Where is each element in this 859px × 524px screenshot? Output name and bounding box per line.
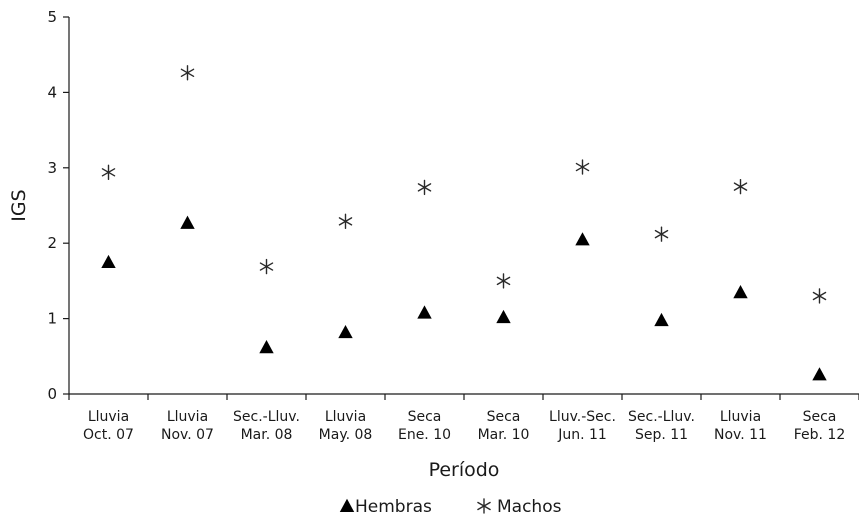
y-tick-label: 0 bbox=[47, 385, 57, 403]
data-points bbox=[101, 65, 827, 381]
x-axis-ticks: Lluvia Oct. 07 Lluvia Nov. 07 Sec.-Lluv. Mar.… bbox=[68, 394, 859, 443]
legend-triangle-icon bbox=[339, 498, 355, 512]
y-tick-label: 5 bbox=[47, 8, 57, 26]
legend: Hembras Machos bbox=[339, 497, 562, 517]
machos-point bbox=[180, 65, 195, 81]
machos-point bbox=[733, 178, 748, 195]
x-tick-label: Sec.-Lluv. Mar. 08 bbox=[233, 409, 300, 443]
machos-point bbox=[101, 164, 116, 181]
legend-label-machos: Machos bbox=[497, 497, 562, 517]
hembras-point bbox=[338, 324, 353, 339]
y-tick-label: 3 bbox=[47, 159, 57, 177]
x-tick-label: Seca Mar. 10 bbox=[478, 409, 530, 443]
x-tick-label: Lluvia Nov. 07 bbox=[161, 409, 214, 443]
hembras-point bbox=[101, 254, 116, 269]
machos-point bbox=[417, 179, 432, 196]
x-axis-title: Período bbox=[429, 459, 500, 481]
hembras-point bbox=[259, 340, 274, 354]
legend-label-hembras: Hembras bbox=[355, 497, 432, 517]
y-axis-title: IGS bbox=[8, 189, 30, 221]
x-tick-label: Lluv.-Sec. Jun. 11 bbox=[549, 409, 616, 443]
y-tick-label: 2 bbox=[47, 234, 57, 252]
x-tick-label: Lluvia Oct. 07 bbox=[83, 409, 134, 443]
x-tick-label: Seca Feb. 12 bbox=[794, 409, 846, 443]
legend-asterisk-icon bbox=[477, 498, 491, 514]
y-axis-ticks: 0 1 2 3 4 5 bbox=[47, 8, 69, 403]
machos-point bbox=[812, 288, 827, 304]
hembras-point bbox=[496, 309, 511, 324]
hembras-point bbox=[575, 232, 590, 246]
hembras-point bbox=[812, 367, 827, 381]
x-tick-label: Seca Ene. 10 bbox=[398, 409, 451, 443]
hembras-point bbox=[417, 305, 432, 319]
machos-point bbox=[496, 273, 511, 289]
machos-point bbox=[575, 159, 590, 175]
hembras-point bbox=[654, 312, 669, 327]
machos-point bbox=[259, 258, 274, 275]
x-tick-label: Lluvia Nov. 11 bbox=[714, 409, 767, 443]
x-tick-label: Sec.-Lluv. Sep. 11 bbox=[628, 409, 695, 443]
y-tick-label: 1 bbox=[47, 310, 57, 328]
y-tick-label: 4 bbox=[47, 83, 57, 101]
hembras-point bbox=[180, 215, 195, 229]
x-tick-label: Lluvia May. 08 bbox=[319, 409, 373, 443]
machos-point bbox=[338, 213, 353, 230]
hembras-point bbox=[733, 285, 748, 299]
machos-point bbox=[654, 226, 669, 242]
